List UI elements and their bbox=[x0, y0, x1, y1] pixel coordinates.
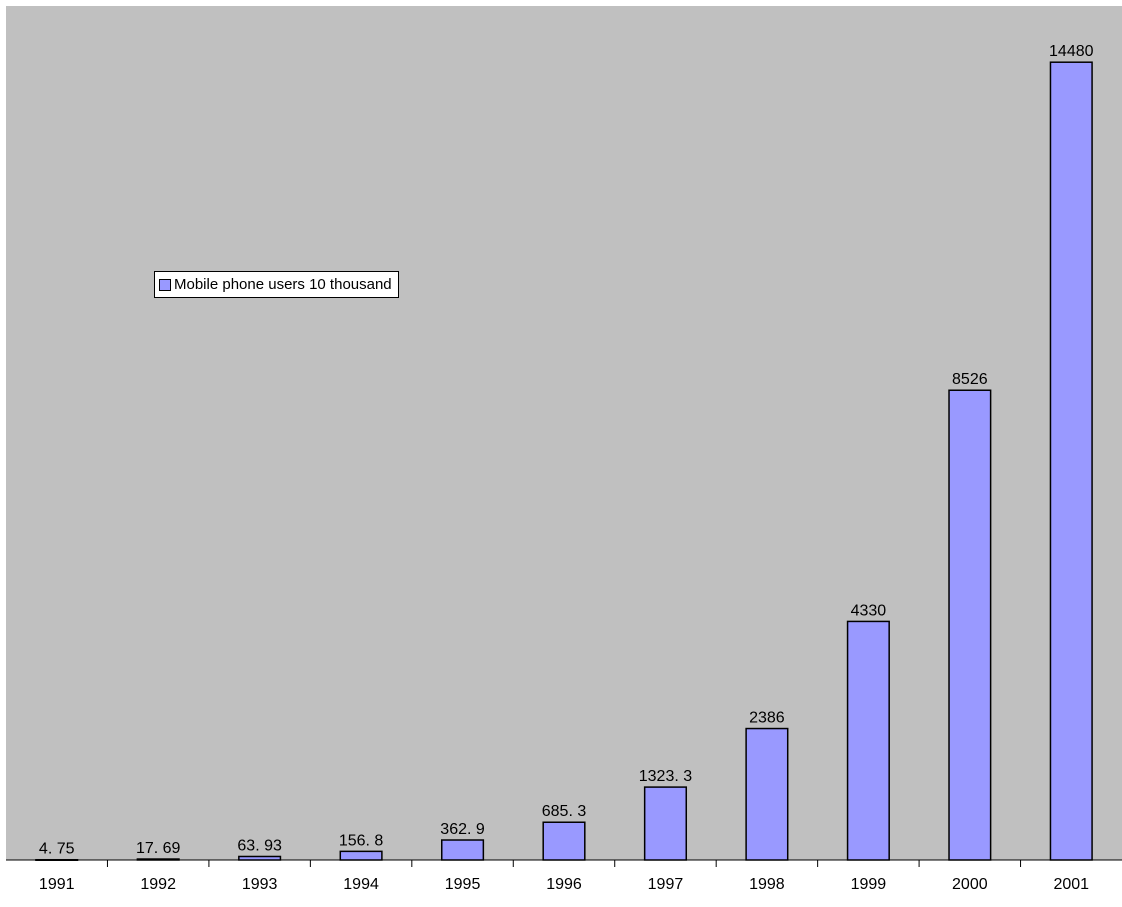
x-tick-label-1995: 1995 bbox=[445, 876, 481, 893]
bar-2000 bbox=[948, 389, 992, 861]
bar-1996 bbox=[542, 821, 586, 861]
bar-1997 bbox=[643, 786, 688, 861]
bar-1993 bbox=[238, 855, 282, 861]
x-tick-label-1999: 1999 bbox=[851, 876, 887, 893]
value-label-1999: 4330 bbox=[851, 602, 887, 619]
x-tick-label-1996: 1996 bbox=[546, 876, 582, 893]
x-tick-labels-layer: 1991 1992 1993 1994 1995 1996 1997 1998 1999 2000… bbox=[39, 876, 1089, 893]
value-label-1998: 2386 bbox=[749, 710, 785, 727]
value-label-1994: 156. 8 bbox=[339, 832, 384, 849]
legend-swatch bbox=[159, 278, 171, 291]
x-tick-label-1993: 1993 bbox=[242, 876, 278, 893]
value-label-1996: 685. 3 bbox=[542, 803, 587, 820]
value-label-1997: 1323. 3 bbox=[639, 768, 692, 785]
value-label-1995: 362. 9 bbox=[440, 821, 485, 838]
legend: Mobile phone users 10 thousand bbox=[154, 271, 399, 298]
bar-1995 bbox=[441, 839, 485, 861]
x-tick-label-1994: 1994 bbox=[343, 876, 379, 893]
x-tick-label-1991: 1991 bbox=[39, 876, 75, 893]
value-labels-layer: 4. 75 17. 69 63. 93 156. 8 362. 9 685. 3 1323.… bbox=[39, 43, 1094, 858]
x-tick-label-2000: 2000 bbox=[952, 876, 988, 893]
x-ticks-layer bbox=[106, 860, 1022, 867]
bar-1994 bbox=[339, 850, 383, 861]
x-tick-label-1992: 1992 bbox=[140, 876, 176, 893]
x-tick-label-2001: 2001 bbox=[1053, 876, 1089, 893]
value-label-2000: 8526 bbox=[952, 371, 988, 388]
value-label-1992: 17. 69 bbox=[136, 840, 181, 857]
x-tick-label-1998: 1998 bbox=[749, 876, 785, 893]
bar-1998 bbox=[745, 727, 789, 861]
bars-layer bbox=[35, 61, 1093, 861]
value-label-1991: 4. 75 bbox=[39, 841, 75, 858]
bar-1999 bbox=[846, 620, 890, 861]
value-label-2001: 14480 bbox=[1049, 43, 1094, 60]
legend-label: Mobile phone users 10 thousand bbox=[174, 276, 392, 293]
x-tick-label-1997: 1997 bbox=[648, 876, 684, 893]
bar-2001 bbox=[1049, 61, 1093, 861]
plot-area bbox=[6, 6, 1122, 860]
value-label-1993: 63. 93 bbox=[237, 837, 282, 854]
